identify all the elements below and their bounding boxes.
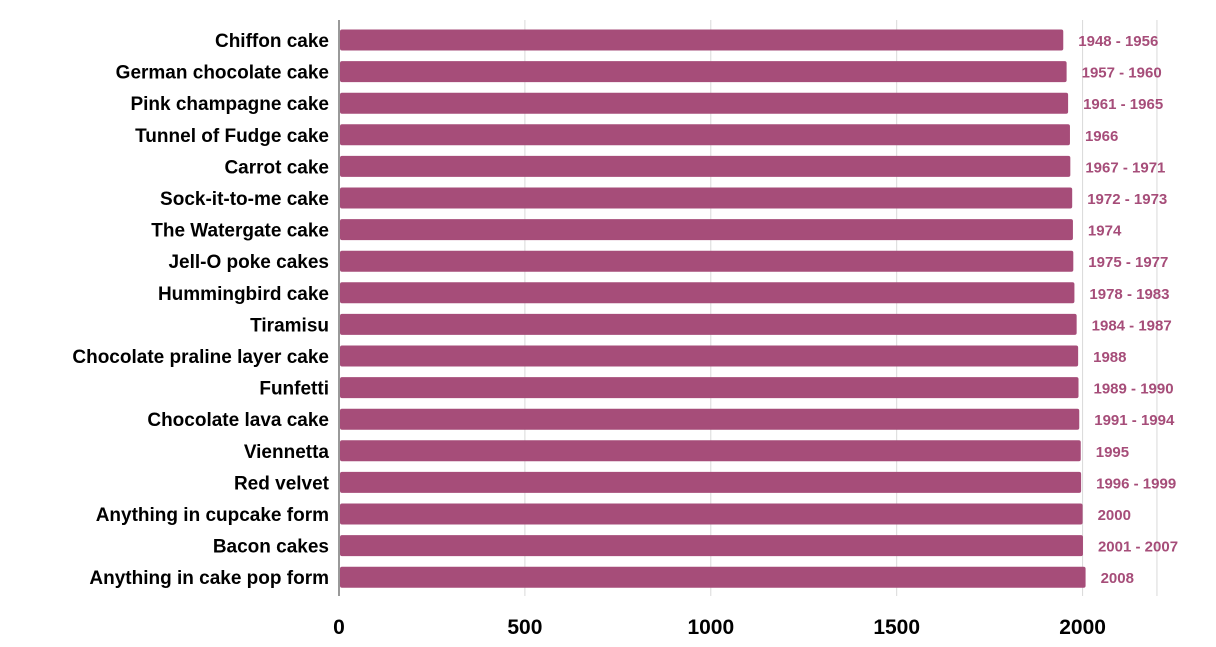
bar <box>340 187 1073 209</box>
category-label: German chocolate cake <box>116 63 329 84</box>
x-tick-label: 0 <box>333 616 345 639</box>
gridlines <box>524 20 1158 596</box>
bar <box>340 29 1064 51</box>
bar <box>340 535 1083 557</box>
category-label: Anything in cupcake form <box>96 505 329 526</box>
bar <box>340 566 1086 588</box>
data-label: 1996 - 1999 <box>1096 475 1176 492</box>
bar <box>340 408 1080 430</box>
x-tick-label: 1000 <box>687 616 734 639</box>
data-label: 2001 - 2007 <box>1098 539 1178 556</box>
category-label: Tunnel of Fudge cake <box>135 126 329 147</box>
data-label: 1991 - 1994 <box>1094 412 1175 429</box>
category-label: Carrot cake <box>224 157 329 178</box>
data-label: 1975 - 1977 <box>1088 254 1168 271</box>
bar <box>340 313 1077 335</box>
data-label: 1948 - 1956 <box>1078 33 1158 50</box>
category-label: Red velvet <box>234 473 330 494</box>
data-label: 1978 - 1983 <box>1089 286 1169 303</box>
category-label: The Watergate cake <box>151 221 329 242</box>
data-label: 1995 <box>1096 444 1129 461</box>
bar <box>340 345 1079 367</box>
category-label: Tiramisu <box>250 315 329 336</box>
category-labels: Chiffon cake German chocolate cake Pink ch… <box>72 31 329 589</box>
data-label: 2000 <box>1098 507 1131 524</box>
category-label: Chocolate praline layer cake <box>72 347 329 368</box>
data-label: 1988 <box>1093 349 1126 366</box>
category-label: Anything in cake pop form <box>89 568 329 589</box>
data-labels: 1948 - 1956 1957 - 1960 1961 - 1965 1966 196… <box>1078 33 1178 587</box>
bars <box>340 29 1086 588</box>
x-tick-label: 2000 <box>1059 616 1106 639</box>
x-tick-label: 500 <box>507 616 542 639</box>
data-label: 1961 - 1965 <box>1083 96 1163 113</box>
data-label: 1974 <box>1088 223 1122 240</box>
category-label: Jell-O poke cakes <box>168 252 329 273</box>
bar <box>340 92 1069 114</box>
bar <box>340 219 1073 241</box>
bar <box>340 61 1067 83</box>
category-label: Pink champagne cake <box>130 94 329 115</box>
category-label: Chiffon cake <box>215 31 329 52</box>
bar <box>340 503 1083 525</box>
data-label: 2008 <box>1101 570 1134 587</box>
x-axis-tick-labels: 0 500 1000 1500 2000 <box>333 616 1106 639</box>
data-label: 1972 - 1973 <box>1087 191 1167 208</box>
category-label: Bacon cakes <box>213 537 329 558</box>
category-label: Hummingbird cake <box>158 284 329 305</box>
data-label: 1967 - 1971 <box>1085 159 1165 176</box>
category-label: Viennetta <box>244 442 330 463</box>
bar <box>340 124 1070 146</box>
category-label: Chocolate lava cake <box>147 410 329 431</box>
bar <box>340 377 1079 399</box>
bar <box>340 440 1081 462</box>
bar <box>340 282 1075 304</box>
category-label: Funfetti <box>259 379 329 400</box>
bar <box>340 155 1071 177</box>
data-label: 1957 - 1960 <box>1082 65 1162 82</box>
bar <box>340 250 1074 272</box>
category-label: Sock-it-to-me cake <box>160 189 329 210</box>
x-tick-label: 1500 <box>873 616 920 639</box>
bar <box>340 471 1082 493</box>
data-label: 1989 - 1990 <box>1094 381 1174 398</box>
data-label: 1966 <box>1085 128 1118 145</box>
data-label: 1984 - 1987 <box>1092 317 1172 334</box>
